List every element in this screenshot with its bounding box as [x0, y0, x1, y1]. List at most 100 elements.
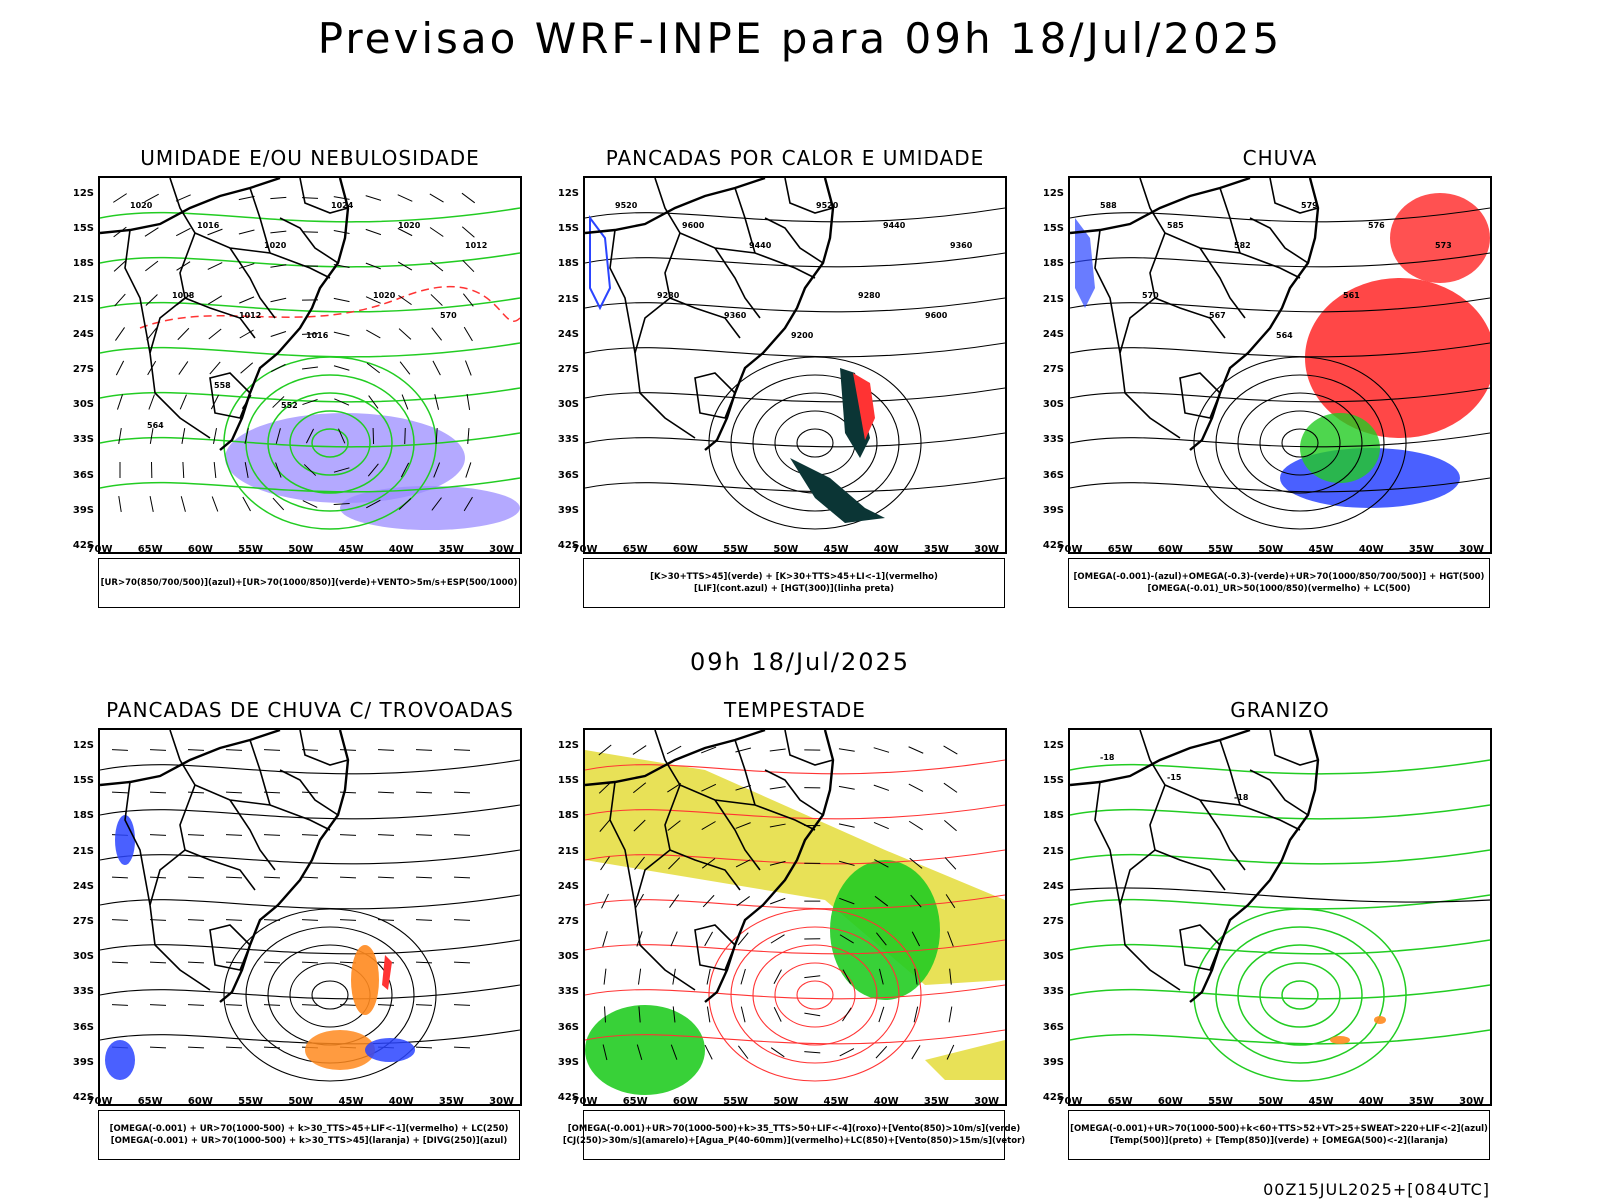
- state-border: [609, 781, 636, 906]
- wind-vector: [225, 876, 243, 879]
- state-border: [694, 372, 736, 419]
- lon-tick-label: 60W: [672, 1096, 698, 1107]
- humidity-low-contour: [100, 207, 520, 223]
- wind-vector: [187, 876, 205, 879]
- lat-tick-label: 30S: [1042, 399, 1064, 411]
- lon-tick-label: 70W: [572, 1096, 598, 1107]
- wind-vector: [187, 961, 205, 964]
- state-border: [609, 229, 636, 354]
- wind-vector: [225, 1004, 243, 1006]
- wind-vector: [667, 820, 681, 831]
- lat-tick-label: 27S: [72, 364, 94, 375]
- contour-label: 585: [1167, 221, 1184, 230]
- coastline: [585, 178, 835, 451]
- wind-vector: [179, 394, 187, 410]
- legend-text: [OMEGA(-0.001)+UR>70(1000-500)+k>35_TTS>…: [567, 1124, 1021, 1134]
- contour-label: 582: [1234, 241, 1251, 250]
- lc850-contour: [585, 939, 1005, 955]
- map-svg: 1020 1016 1020 1024 1020 1012 1008 1012 1016 1020…: [100, 178, 520, 530]
- lon-tick-label: 55W: [1208, 544, 1234, 555]
- contour-label: 1016: [306, 331, 329, 340]
- wind-vector: [263, 876, 281, 879]
- contour-label: -18: [1100, 753, 1115, 762]
- wind-vector: [339, 834, 357, 836]
- wind-vector: [415, 876, 433, 879]
- wind-vector: [301, 834, 319, 836]
- lat-tick-label: 12S: [1042, 740, 1064, 751]
- state-border: [149, 297, 211, 439]
- wind-vector: [943, 745, 958, 755]
- wind-vector: [433, 462, 441, 478]
- hgt300-contour: [774, 410, 856, 476]
- wind-vector: [434, 394, 440, 410]
- lon-tick-label: 70W: [87, 1096, 113, 1107]
- contour-label: 9360: [950, 241, 973, 250]
- lon-tick-label: 55W: [1208, 1096, 1234, 1107]
- temp850-contour: [1070, 984, 1490, 1000]
- lat-tick-label: 27S: [557, 916, 579, 927]
- state-border: [209, 924, 251, 971]
- wind-vector: [263, 1004, 281, 1006]
- li-unstable-area: [853, 373, 875, 440]
- wind-vector: [946, 1044, 955, 1060]
- wind-vector: [149, 1046, 167, 1049]
- wind-vector: [740, 1006, 746, 1023]
- streamline: [100, 759, 520, 775]
- omega500-area: [1374, 1016, 1386, 1024]
- lat-tick-label: 36S: [557, 1021, 579, 1033]
- state-border: [229, 799, 276, 871]
- lon-tick-label: 40W: [1358, 1096, 1384, 1107]
- lon-tick-label: 70W: [1057, 544, 1083, 555]
- wind-vector: [209, 361, 221, 375]
- wind-vector: [377, 791, 395, 794]
- wind-vector: [465, 462, 472, 478]
- panel-legend: [OMEGA(-0.001)-(azul)+OMEGA(-0.3)-(verde…: [1068, 558, 1490, 608]
- panel-title: GRANIZO: [1230, 698, 1330, 722]
- temp850-contour: [1070, 939, 1490, 955]
- lat-tick-label: 30S: [557, 399, 579, 411]
- wind-vector: [908, 783, 924, 792]
- wind-vector: [118, 428, 122, 444]
- lc850-contour: [585, 804, 1005, 820]
- hgt300-contour: [585, 342, 1005, 358]
- wind-vector: [211, 496, 219, 512]
- lat-tick-label: 36S: [1042, 1021, 1064, 1033]
- contour-label: 9520: [816, 201, 839, 210]
- lon-tick-label: 45W: [338, 544, 364, 555]
- lat-tick-label: 21S: [72, 293, 94, 305]
- hgt300-contour: [585, 387, 1005, 403]
- lat-tick-label: 39S: [72, 504, 94, 516]
- panel-legend: [K>30+TTS>45](verde) + [K>30+TTS>45+LI<-…: [583, 558, 1005, 608]
- longitude-axis: 70W 65W 60W 55W 50W 45W 40W 35W 30W: [88, 1096, 518, 1110]
- state-border: [1219, 739, 1241, 806]
- state-border: [1119, 849, 1181, 991]
- wind-vector: [415, 1004, 433, 1006]
- lat-tick-label: 18S: [1042, 258, 1064, 270]
- contour-label: 1020: [398, 221, 421, 230]
- state-border: [149, 849, 211, 991]
- state-border: [764, 217, 824, 264]
- wind-vector: [704, 1044, 713, 1060]
- wind-vector: [213, 461, 217, 479]
- wind-vector: [272, 497, 285, 511]
- wind-vector: [875, 932, 887, 946]
- wind-vector: [238, 229, 255, 235]
- map-area: [98, 728, 522, 1106]
- wind-vector: [740, 968, 746, 985]
- map-svg: [585, 730, 1005, 1095]
- streamline: [100, 894, 520, 910]
- wind-vector: [244, 462, 249, 478]
- wind-vector: [368, 395, 379, 409]
- wind-vector: [769, 748, 786, 752]
- panel-umidade: UMIDADE E/OU NEBULOSIDADE 12S 15S 18S 21S 24S…: [60, 146, 560, 616]
- state-border: [1149, 232, 1226, 339]
- wind-vector: [180, 496, 186, 512]
- state-border: [1094, 229, 1121, 354]
- lat-tick-label: 42S: [1042, 540, 1064, 551]
- wind-vector: [275, 462, 282, 478]
- wind-vector: [111, 961, 129, 964]
- wind-vector: [333, 365, 350, 371]
- coastline: [1070, 178, 1320, 451]
- wind-vector: [666, 745, 682, 755]
- wind-vector: [701, 858, 716, 869]
